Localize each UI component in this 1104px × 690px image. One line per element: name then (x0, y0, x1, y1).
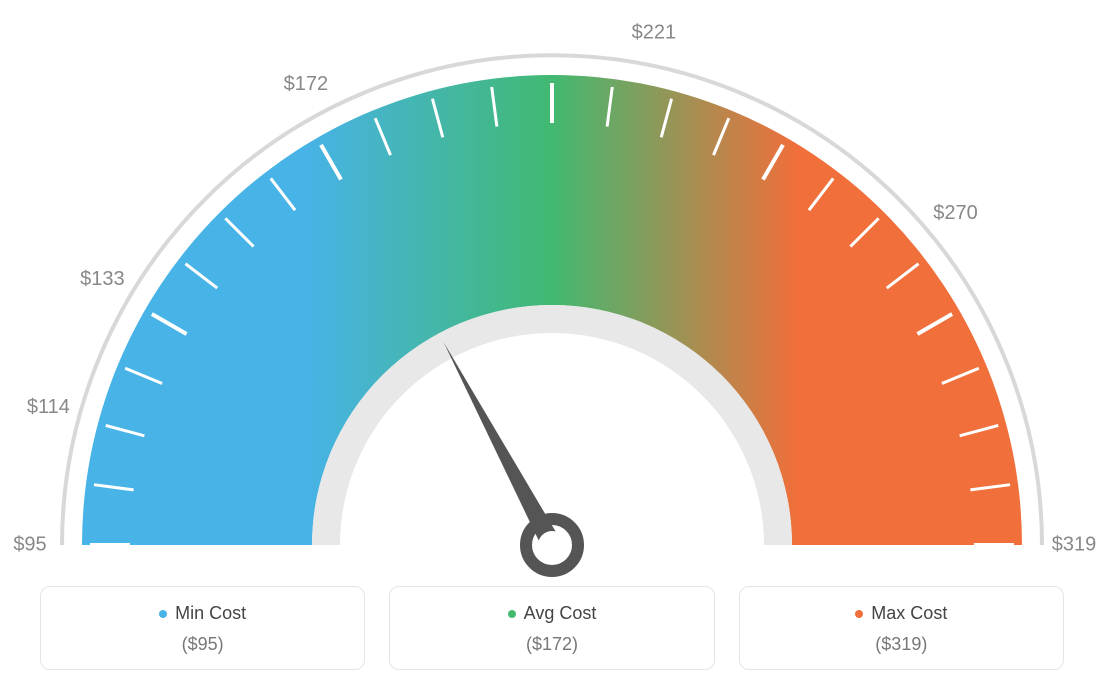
gauge-tick-label: $270 (933, 202, 978, 224)
legend-value-min: ($95) (41, 634, 364, 655)
legend-label-min: Min Cost (175, 603, 246, 624)
cost-gauge-chart: $95 $114 $133 $172 $221 $270 $319 Min Cost ($9… (0, 0, 1104, 690)
gauge-tick-label: $114 (27, 396, 70, 418)
legend-label-avg: Avg Cost (524, 603, 597, 624)
gauge-tick-label: $319 (1052, 533, 1097, 555)
gauge-tick-label: $221 (632, 21, 677, 43)
legend-card-max: Max Cost ($319) (739, 586, 1064, 670)
gauge-tick-label: $172 (284, 73, 329, 95)
legend-value-max: ($319) (740, 634, 1063, 655)
legend-row: Min Cost ($95) Avg Cost ($172) Max Cost … (40, 586, 1064, 670)
gauge-tick-label: $95 (13, 533, 46, 555)
legend-bullet-avg (508, 610, 516, 618)
legend-label-max: Max Cost (871, 603, 947, 624)
legend-bullet-max (855, 610, 863, 618)
legend-bullet-min (159, 610, 167, 618)
gauge-tick-label: $133 (80, 268, 125, 290)
legend-card-avg: Avg Cost ($172) (389, 586, 714, 670)
gauge-svg-wrapper: $95 $114 $133 $172 $221 $270 $319 (0, 0, 1104, 580)
legend-value-avg: ($172) (390, 634, 713, 655)
legend-card-min: Min Cost ($95) (40, 586, 365, 670)
